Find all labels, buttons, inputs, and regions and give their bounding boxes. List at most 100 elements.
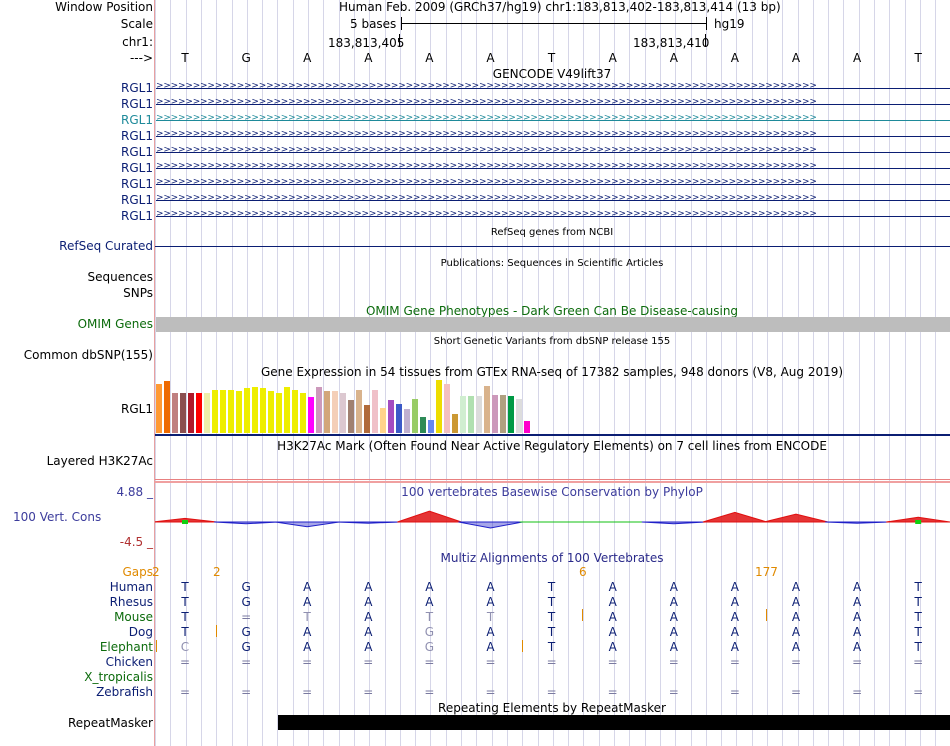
cons-score-mark[interactable] bbox=[915, 520, 922, 524]
gtex-tissue-bar[interactable] bbox=[340, 393, 346, 433]
gencode-transcript-label[interactable]: RGL1 bbox=[121, 161, 153, 175]
gtex-tissue-bar[interactable] bbox=[300, 393, 306, 433]
gencode-transcript-label[interactable]: RGL1 bbox=[121, 129, 153, 143]
gtex-tissue-bar[interactable] bbox=[260, 388, 266, 433]
gtex-tissue-bar[interactable] bbox=[228, 390, 234, 433]
gtex-tissue-bar[interactable] bbox=[196, 393, 202, 433]
gencode-transcript-label[interactable]: RGL1 bbox=[121, 209, 153, 223]
gtex-tissue-bar[interactable] bbox=[444, 384, 450, 433]
gtex-tissue-bar[interactable] bbox=[284, 387, 290, 433]
gtex-tissue-bar[interactable] bbox=[508, 396, 514, 433]
publications-label-snps[interactable]: SNPs bbox=[123, 286, 153, 300]
gtex-tissue-bar[interactable] bbox=[500, 395, 506, 433]
gtex-tissue-bar[interactable] bbox=[452, 414, 458, 433]
gtex-tissue-bar[interactable] bbox=[188, 393, 194, 433]
dbsnp-label[interactable]: Common dbSNP(155) bbox=[23, 348, 153, 362]
species-label[interactable]: Zebrafish bbox=[96, 685, 153, 699]
species-label[interactable]: Rhesus bbox=[109, 595, 153, 609]
gtex-tissue-bar[interactable] bbox=[220, 390, 226, 433]
gencode-transcript-line[interactable] bbox=[156, 216, 950, 217]
gtex-tissue-bar[interactable] bbox=[412, 399, 418, 433]
omim-label[interactable]: OMIM Genes bbox=[77, 317, 153, 331]
cons-title[interactable]: 100 vertebrates Basewise Conservation by… bbox=[401, 485, 703, 499]
gtex-bar-chart[interactable] bbox=[156, 380, 556, 433]
refseq-title[interactable]: RefSeq genes from NCBI bbox=[490, 227, 614, 238]
gtex-tissue-bar[interactable] bbox=[324, 391, 330, 433]
gtex-tissue-bar[interactable] bbox=[388, 400, 394, 433]
cons-score-peak[interactable] bbox=[397, 510, 462, 523]
cons-score-peak[interactable] bbox=[763, 513, 829, 523]
gencode-transcript-line[interactable] bbox=[156, 136, 950, 137]
repeatmasker-title[interactable]: Repeating Elements by RepeatMasker bbox=[438, 701, 666, 715]
gtex-tissue-bar[interactable] bbox=[308, 397, 314, 433]
gencode-transcript-line[interactable] bbox=[156, 152, 950, 153]
gtex-tissue-bar[interactable] bbox=[436, 380, 442, 433]
gtex-tissue-bar[interactable] bbox=[404, 409, 410, 433]
publications-title[interactable]: Publications: Sequences in Scientific Ar… bbox=[440, 258, 664, 269]
gtex-tissue-bar[interactable] bbox=[252, 387, 258, 433]
h3k27ac-signal[interactable] bbox=[155, 481, 950, 483]
repeatmasker-label[interactable]: RepeatMasker bbox=[67, 716, 153, 730]
gencode-transcript-line[interactable] bbox=[156, 104, 950, 105]
gtex-tissue-bar[interactable] bbox=[380, 408, 386, 433]
species-label[interactable]: X_tropicalis bbox=[84, 670, 153, 684]
species-label[interactable]: Chicken bbox=[105, 655, 153, 669]
species-label[interactable]: Elephant bbox=[99, 640, 153, 654]
gtex-tissue-bar[interactable] bbox=[492, 395, 498, 433]
gtex-title[interactable]: Gene Expression in 54 tissues from GTEx … bbox=[260, 365, 844, 379]
gtex-tissue-bar[interactable] bbox=[428, 420, 434, 433]
gencode-transcript-label[interactable]: RGL1 bbox=[121, 113, 153, 127]
gtex-tissue-bar[interactable] bbox=[268, 391, 274, 433]
gencode-title[interactable]: GENCODE V49lift37 bbox=[492, 67, 612, 81]
h3k27ac-signal-top[interactable] bbox=[155, 479, 950, 480]
publications-label-sequences[interactable]: Sequences bbox=[87, 270, 153, 284]
gtex-tissue-bar[interactable] bbox=[484, 386, 490, 433]
omim-title[interactable]: OMIM Gene Phenotypes - Dark Green Can Be… bbox=[365, 304, 739, 318]
gencode-transcript-line[interactable] bbox=[156, 168, 950, 169]
gtex-tissue-bar[interactable] bbox=[276, 393, 282, 433]
gtex-tissue-bar[interactable] bbox=[420, 417, 426, 433]
gtex-tissue-bar[interactable] bbox=[316, 387, 322, 433]
gencode-transcript-label[interactable]: RGL1 bbox=[121, 177, 153, 191]
cons-score-peak[interactable] bbox=[214, 521, 279, 525]
cons-score-mark[interactable] bbox=[182, 520, 188, 524]
cons-score-peak[interactable] bbox=[458, 521, 523, 529]
h3k27ac-title[interactable]: H3K27Ac Mark (Often Found Near Active Re… bbox=[277, 439, 827, 453]
gencode-transcript-line[interactable] bbox=[156, 184, 950, 185]
gencode-transcript-label[interactable]: RGL1 bbox=[121, 97, 153, 111]
cons-score-peak[interactable] bbox=[336, 521, 401, 524]
multiz-title[interactable]: Multiz Alignments of 100 Vertebrates bbox=[440, 551, 664, 565]
cons-label[interactable]: 100 Vert. Cons bbox=[13, 510, 102, 524]
gtex-tissue-bar[interactable] bbox=[460, 396, 466, 433]
gtex-tissue-bar[interactable] bbox=[292, 390, 298, 433]
gencode-transcript-line[interactable] bbox=[156, 88, 950, 89]
dbsnp-title[interactable]: Short Genetic Variants from dbSNP releas… bbox=[433, 336, 671, 347]
h3k27ac-label[interactable]: Layered H3K27Ac bbox=[46, 454, 153, 468]
gtex-tissue-bar[interactable] bbox=[244, 388, 250, 433]
species-label[interactable]: Mouse bbox=[114, 610, 153, 624]
gtex-tissue-bar[interactable] bbox=[204, 393, 210, 433]
gencode-transcript-line[interactable] bbox=[156, 200, 950, 201]
gtex-tissue-bar[interactable] bbox=[476, 396, 482, 433]
gtex-gene-line[interactable] bbox=[155, 434, 950, 436]
repeat-element-bar[interactable] bbox=[278, 715, 950, 730]
refseq-gene-line[interactable] bbox=[155, 246, 950, 247]
gtex-tissue-bar[interactable] bbox=[468, 396, 474, 433]
cons-score-peak[interactable] bbox=[702, 511, 768, 523]
gtex-tissue-bar[interactable] bbox=[180, 393, 186, 433]
omim-gene-bar[interactable] bbox=[156, 317, 950, 332]
gtex-tissue-bar[interactable] bbox=[372, 390, 378, 433]
gtex-tissue-bar[interactable] bbox=[164, 381, 170, 433]
gtex-tissue-bar[interactable] bbox=[236, 391, 242, 433]
gencode-transcript-label[interactable]: RGL1 bbox=[121, 81, 153, 95]
gtex-tissue-bar[interactable] bbox=[516, 399, 522, 433]
gtex-tissue-bar[interactable] bbox=[348, 400, 354, 433]
species-label[interactable]: Dog bbox=[128, 625, 153, 639]
species-label[interactable]: Human bbox=[109, 580, 153, 594]
gencode-transcript-label[interactable]: RGL1 bbox=[121, 145, 153, 159]
cons-score-peak[interactable] bbox=[825, 521, 890, 524]
gtex-tissue-bar[interactable] bbox=[364, 405, 370, 433]
cons-score-peak[interactable] bbox=[641, 521, 706, 525]
refseq-label[interactable]: RefSeq Curated bbox=[59, 239, 153, 253]
gtex-tissue-bar[interactable] bbox=[212, 390, 218, 433]
